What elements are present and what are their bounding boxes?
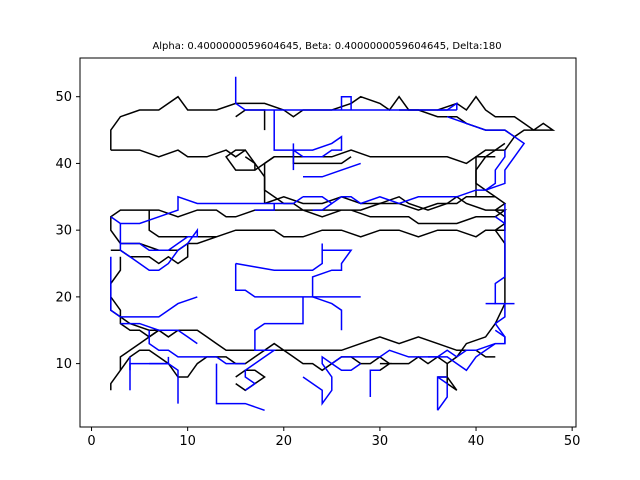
series-0-segment-8: [475, 142, 506, 197]
series-1-segment-9: [254, 203, 275, 211]
chart-title: Alpha: 0.4000000059604645, Beta: 0.40000…: [152, 41, 501, 52]
series-1-segment-1: [273, 110, 343, 158]
y-tick-label: 40: [55, 157, 72, 172]
series-1-segment-5: [485, 150, 506, 191]
series-1-segment-31: [437, 101, 458, 111]
series-1-segment-26: [436, 376, 448, 411]
series-1-segment-11: [110, 256, 198, 318]
plot-lines: [110, 76, 556, 412]
series-0-segment-17: [370, 362, 392, 372]
x-tick-label: 40: [468, 434, 485, 449]
y-tick-label: 30: [55, 224, 72, 239]
series-0-segment-14: [110, 296, 169, 331]
series-0-segment-7: [264, 196, 496, 211]
series-0-segment-5: [225, 149, 496, 171]
x-tick-label: 50: [564, 434, 581, 449]
series-0-segment-6: [263, 156, 275, 204]
series-1-segment-25: [436, 376, 448, 411]
series-1-segment-18: [234, 263, 361, 298]
series-1-segment-6: [340, 95, 352, 110]
series-1-segment-16: [149, 356, 170, 365]
y-tick-label: 10: [55, 357, 72, 372]
y-axis: 10 20 30 40 50: [55, 90, 80, 372]
series-1-segment-27: [428, 349, 458, 358]
series-1-segment-7: [312, 202, 333, 211]
series-0-segment-12: [235, 109, 266, 131]
series-0-segment-11: [119, 329, 160, 371]
series-0-segment-9: [399, 109, 515, 138]
series-0-segment-10: [244, 156, 256, 171]
series-1-segment-12: [120, 322, 198, 345]
series-1-segment-0: [234, 76, 457, 111]
series-1-segment-23: [331, 362, 362, 372]
series-1-segment-22: [302, 216, 515, 406]
x-tick-label: 0: [87, 434, 95, 449]
series-1-segment-13: [148, 330, 246, 365]
series-0-segment-4: [148, 210, 217, 238]
x-tick-label: 10: [179, 434, 196, 449]
series-0-segment-1: [110, 149, 508, 251]
series-1-segment-24: [369, 369, 380, 397]
series-0-segment-3: [110, 256, 496, 358]
series-1-segment-19: [235, 249, 353, 331]
series-1-segment-10: [119, 223, 199, 271]
series-1-segment-4: [303, 115, 526, 205]
series-1-segment-21: [244, 296, 304, 391]
x-axis: 0 10 20 30 40 50: [87, 427, 580, 449]
series-1-segment-29: [494, 329, 506, 344]
plot-frame: [79, 57, 577, 428]
series-1-segment-17: [215, 363, 265, 412]
y-tick-label: 50: [55, 90, 72, 105]
series-1-segment-28: [456, 342, 496, 358]
y-tick-label: 20: [55, 290, 72, 305]
x-tick-label: 30: [372, 434, 389, 449]
series-1-segment-3: [303, 162, 361, 178]
x-tick-label: 20: [276, 434, 293, 449]
series-1-segment-14: [129, 362, 179, 404]
